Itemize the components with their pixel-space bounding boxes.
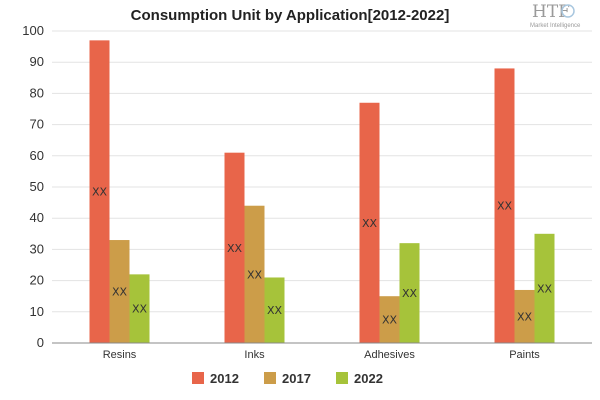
bar [129,274,150,343]
y-tick-label: 50 [30,179,44,194]
legend-swatch [336,372,348,384]
x-category-label: Paints [509,349,540,361]
bar [244,205,265,343]
data-label: XX [227,242,243,255]
bar [264,277,285,343]
legend-swatch [264,372,276,384]
bar [399,243,420,343]
x-category-label: Resins [103,349,137,361]
chart-title: Consumption Unit by Application[2012-202… [131,7,450,24]
legend-label: 2012 [210,371,239,386]
y-axis-ticks: 0 10 20 30 40 50 60 70 80 90 100 [22,23,44,350]
y-tick-label: 30 [30,241,44,256]
bar [494,68,515,343]
y-tick-label: 100 [22,23,44,38]
data-label: XX [362,217,378,230]
bar [379,296,400,343]
logo-subtext: Market Intelligence [530,23,581,29]
data-label: XX [247,268,263,281]
x-category-label: Adhesives [364,349,415,361]
x-axis-categories: Resins Inks Adhesives Paints [103,349,541,361]
y-tick-label: 60 [30,148,44,163]
bar [109,240,130,343]
y-tick-label: 10 [30,304,44,319]
x-category-label: Inks [244,349,265,361]
bar [534,233,555,343]
logo-text: HTF [532,2,570,22]
data-label: XX [402,287,418,300]
legend-swatch [192,372,204,384]
bar [224,152,245,343]
y-tick-label: 90 [30,54,44,69]
data-label: XX [132,303,148,316]
data-label: XX [382,314,398,327]
y-tick-label: 40 [30,210,44,225]
legend-label: 2017 [282,371,311,386]
bar [89,40,110,344]
y-tick-label: 0 [37,335,44,350]
data-label: XX [267,304,283,317]
legend: 2012 2017 2022 [192,371,383,386]
data-label: XX [112,286,128,299]
data-label: XX [517,310,533,323]
bar [514,289,535,343]
data-label: XX [497,200,513,213]
data-label: XX [92,186,108,199]
logo: HTF Market Intelligence [530,2,581,29]
legend-label: 2022 [354,371,383,386]
y-tick-label: 80 [30,85,44,100]
y-tick-label: 70 [30,117,44,132]
bars [89,40,555,344]
data-label: XX [537,282,553,295]
y-tick-label: 20 [30,273,44,288]
bar [359,102,380,343]
globe-icon [561,4,575,18]
data-labels: XX XX XX XX XX XX XX XX XX XX XX XX [92,186,553,327]
